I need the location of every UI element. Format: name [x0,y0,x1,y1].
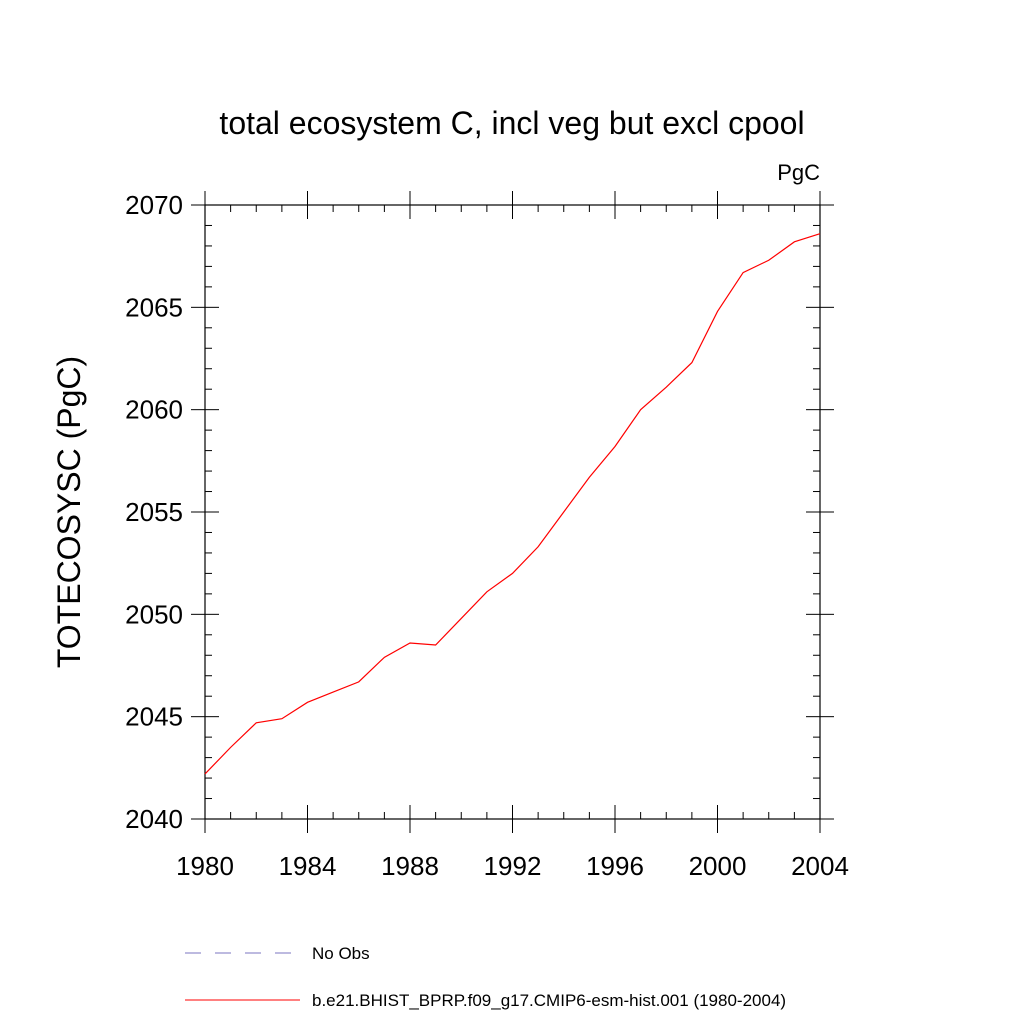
series-group [204,233,821,775]
legend-label-no-obs: No Obs [312,944,370,963]
y-tick-label: 2065 [125,292,183,322]
x-tick-label: 1980 [176,851,234,881]
x-tick-label: 1988 [381,851,439,881]
legend: No Obs b.e21.BHIST_BPRP.f09_g17.CMIP6-es… [185,944,786,1010]
y-tick-label: 2055 [125,497,183,527]
tick-labels: 2040 2045 2050 2055 2060 2065 2070 1980 1984 1988… [125,190,849,881]
y-tick-label: 2050 [125,599,183,629]
chart-title: total ecosystem C, incl veg but excl cpo… [219,105,804,141]
x-tick-label: 2000 [689,851,747,881]
units-label: PgC [777,160,820,185]
axis-ticks [191,191,834,833]
y-tick-label: 2060 [125,395,183,425]
x-tick-label: 2004 [791,851,849,881]
series-line-model [204,233,821,775]
y-tick-label: 2040 [125,804,183,834]
x-tick-label: 1984 [279,851,337,881]
plot-frame [204,204,821,820]
y-axis-label: TOTECOSYSC (PgC) [51,356,87,668]
legend-label-model: b.e21.BHIST_BPRP.f09_g17.CMIP6-esm-hist.… [312,991,786,1010]
y-tick-label: 2070 [125,190,183,220]
y-tick-label: 2045 [125,702,183,732]
x-tick-label: 1992 [484,851,542,881]
x-tick-label: 1996 [586,851,644,881]
